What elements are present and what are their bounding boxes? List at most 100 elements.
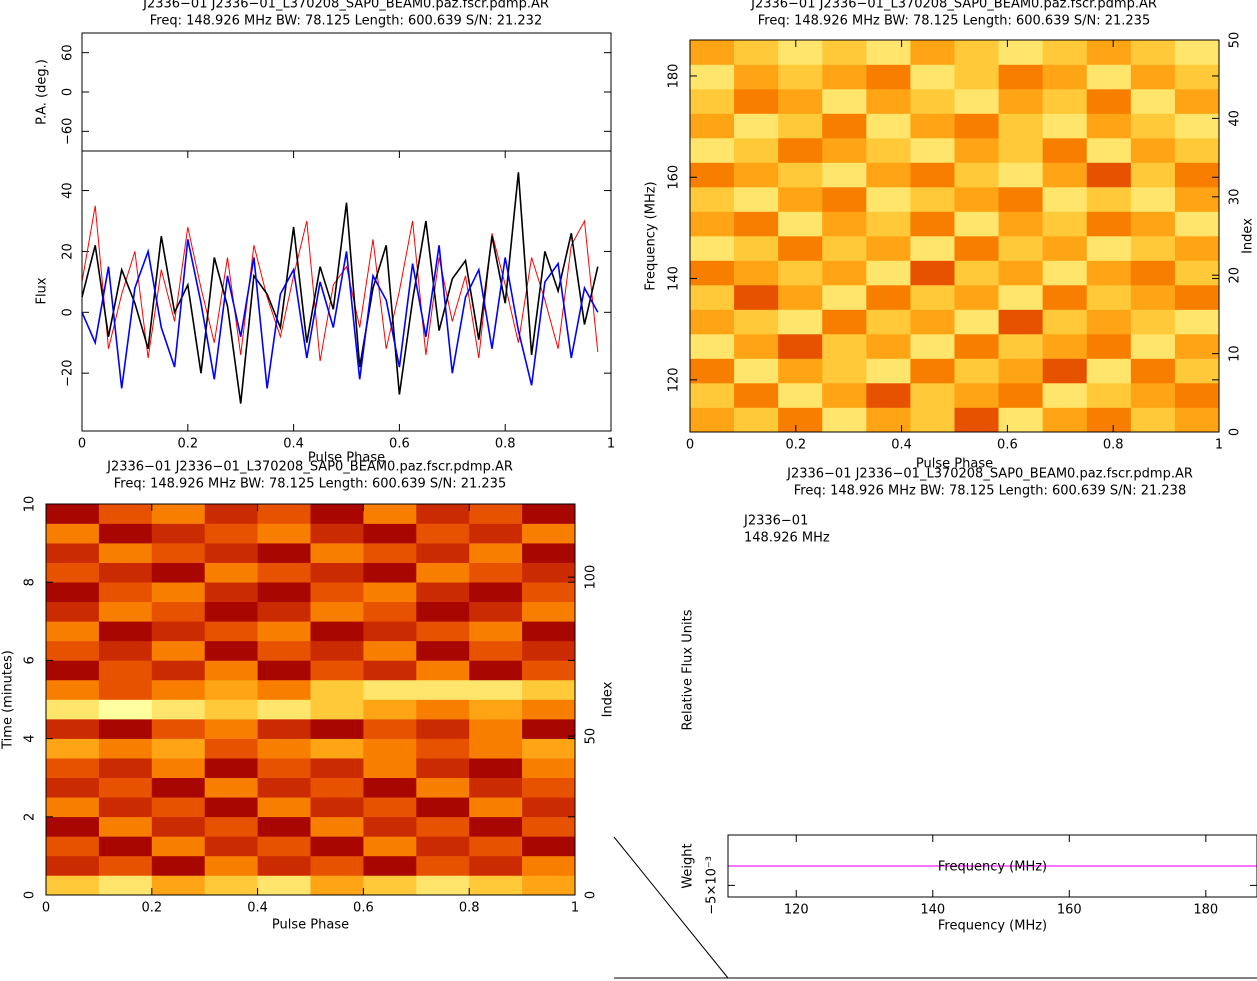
heat-cell [46,719,100,739]
heat-cell [98,777,153,798]
heat-cell [954,64,999,90]
heat-cell [363,855,417,876]
heat-cell [151,601,205,622]
y2-tick-label: 50 [584,728,599,745]
heat-cell [469,660,523,681]
heat-cell [204,758,258,778]
heat-cell [257,582,311,603]
heat-cell [1042,138,1088,163]
heat-cell [1174,309,1220,335]
heat-cell [778,260,823,286]
heat-cell [822,138,867,163]
heat-cell [1174,407,1220,433]
heat-cell [310,758,364,778]
heat-cell [416,582,470,603]
y-axis-label: Weight [681,843,696,888]
heat-cell [257,777,311,798]
heat-cell [1086,309,1132,335]
y-tick-label: 8 [23,578,38,586]
heat-cell [363,504,417,524]
heat-cell [151,797,205,818]
heat-cell [310,738,364,759]
heat-cell [151,523,205,544]
heat-cell [363,797,417,818]
heat-cell [866,334,911,359]
heat-cell [998,162,1043,188]
heat-cell [416,621,470,642]
y-tick-label: −20 [61,359,76,386]
heat-cell [522,816,576,837]
heat-cell [1130,89,1176,114]
heat-cell [363,601,417,622]
heat-cell [910,162,955,188]
heat-cell [1130,407,1176,433]
heat-cell [954,309,999,335]
heat-cell [310,543,364,563]
heat-cell [522,523,576,544]
chart-subtitle: Freq: 148.926 MHz BW: 78.125 Length: 600… [794,484,1186,499]
heat-cell [416,738,470,759]
heat-cell [363,816,417,837]
heat-cell [98,504,153,524]
heat-cell [151,621,205,642]
heat-cell [734,285,779,310]
heat-cell [204,719,258,739]
heat-cell [98,758,153,778]
heat-cell [46,797,100,818]
heat-cell [734,138,779,163]
heat-cell [257,758,311,778]
heat-cell [98,640,153,661]
heat-cell [910,40,955,65]
heat-cell [416,719,470,739]
heat-cell [46,601,100,622]
heat-cell [1130,236,1176,261]
heat-cell [1042,236,1088,261]
heat-cell [257,836,311,857]
heat-cell [910,187,955,212]
heat-cell [1042,334,1088,359]
y-tick-label: 4 [23,734,38,742]
heat-cell [1130,113,1176,139]
heat-cell [778,236,823,261]
heat-cell [469,719,523,739]
heat-cell [866,162,911,188]
connector-line [613,836,729,979]
x-tick-label: 0 [686,438,694,453]
heat-cell [98,601,153,622]
heat-cell [1042,113,1088,139]
heat-cell [1042,309,1088,335]
heat-cell [910,89,955,114]
y2-tick-label: 100 [584,565,599,590]
heat-cell [46,738,100,759]
heat-cell [1130,162,1176,188]
heat-cell [363,660,417,681]
heat-cell [734,358,779,384]
heat-cell [1130,211,1176,237]
chart-title: J2336−01 J2336−01_L370208_SAP0_BEAM0.paz… [106,460,513,475]
heat-cell [416,855,470,876]
heat-cell [204,855,258,876]
y2-tick-label: 50 [1228,32,1243,49]
heat-cell [204,660,258,681]
heat-cell [998,309,1043,335]
heat-cell [910,138,955,163]
chart-subtitle: Freq: 148.926 MHz BW: 78.125 Length: 600… [114,477,506,492]
heat-cell [1086,211,1132,237]
heat-cell [910,64,955,90]
heat-cell [46,777,100,798]
heat-cell [46,621,100,642]
heat-cell [1042,211,1088,237]
heat-cell [363,738,417,759]
heat-cell [910,383,955,408]
heat-cell [522,582,576,603]
heat-cell [822,309,867,335]
heat-cell [310,679,364,700]
heat-cell [469,679,523,700]
x-tick-label: 0.8 [495,437,516,452]
heat-cell [416,699,470,720]
heat-cell [98,699,153,720]
heat-cell [690,211,735,237]
x-tick-label: 1 [1215,438,1223,453]
heat-cell [1130,309,1176,335]
heat-cell [522,660,576,681]
